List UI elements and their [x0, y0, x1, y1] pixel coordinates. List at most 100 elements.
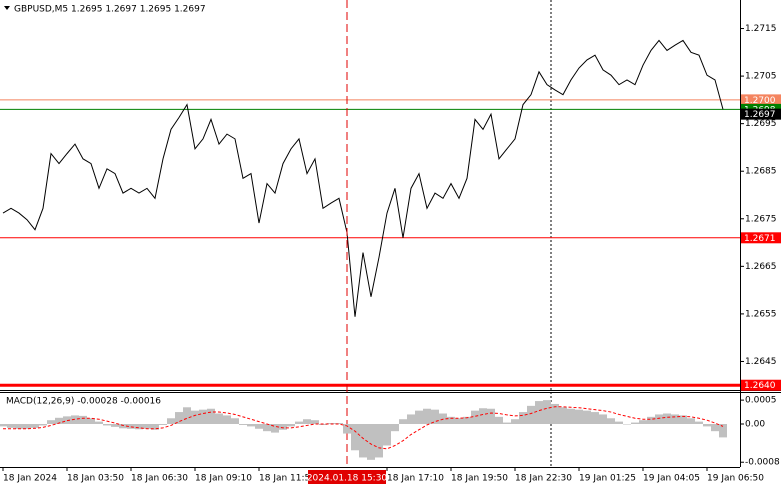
macd-bar: [191, 410, 199, 425]
macd-bar: [695, 421, 703, 425]
y-tick-label: 1.2645: [745, 357, 777, 367]
macd-bar: [511, 419, 519, 425]
macd-bar: [7, 424, 15, 428]
y-tick-label: 1.2695: [745, 119, 777, 129]
macd-bar: [543, 400, 551, 425]
macd-bar: [495, 416, 503, 425]
y-tick-label: 0.00: [745, 420, 765, 430]
macd-bar: [119, 424, 127, 429]
macd-bar: [359, 424, 367, 458]
x-tick-label: 19 Jan 04:05: [643, 474, 700, 484]
macd-bar: [287, 424, 295, 427]
macd-bar: [151, 424, 159, 430]
price-line: [2, 39, 724, 317]
macd-bar: [199, 409, 207, 425]
macd-bar: [15, 424, 23, 429]
macd-bar: [0, 424, 7, 427]
level-label-box: [741, 94, 781, 106]
macd-bar: [559, 407, 567, 425]
macd-bar: [471, 410, 479, 425]
macd-bar: [311, 420, 319, 425]
macd-bar: [599, 414, 607, 425]
macd-bar: [87, 418, 95, 425]
macd-bar: [239, 424, 247, 425]
macd-bar: [623, 424, 631, 425]
x-tick-label: 19 Jan 01:25: [579, 474, 636, 484]
macd-bar: [55, 417, 63, 425]
macd-bar: [39, 424, 47, 426]
level-label: 1.2697: [744, 110, 776, 120]
chart-title: GBPUSD,M5 1.2695 1.2697 1.2695 1.2697: [14, 5, 206, 15]
macd-bar: [95, 421, 103, 425]
macd-bar: [47, 420, 55, 425]
macd-bar: [663, 413, 671, 425]
macd-bar: [575, 409, 583, 425]
macd-bar: [455, 418, 463, 425]
macd-bar: [391, 424, 399, 432]
y-tick-label: 1.2675: [745, 214, 777, 224]
macd-bar: [423, 408, 431, 425]
macd-bar: [607, 418, 615, 425]
macd-bar: [207, 408, 215, 425]
macd-bar: [223, 415, 231, 425]
macd-bar: [295, 421, 303, 425]
macd-bar: [671, 414, 679, 425]
macd-bar: [367, 424, 375, 460]
macd-bar: [31, 424, 39, 428]
macd-bar: [167, 418, 175, 425]
macd-bar: [263, 424, 271, 432]
macd-bar: [247, 424, 255, 427]
macd-bar: [703, 424, 711, 427]
x-tick-label: 18 Jan 06:30: [131, 474, 188, 484]
macd-bar: [135, 424, 143, 430]
x-tick-label: 18 Jan 2024: [3, 474, 57, 484]
level-label-box: [741, 379, 781, 391]
macd-bar: [231, 418, 239, 425]
signal-line: [3, 406, 724, 450]
macd-bar: [143, 424, 151, 429]
macd-bar: [399, 419, 407, 425]
macd-bar: [255, 424, 263, 429]
macd-bar: [591, 412, 599, 425]
macd-bar: [303, 419, 311, 425]
y-tick-label: -0.0008: [745, 458, 780, 468]
x-tick-label: 18 Jan 22:30: [515, 474, 572, 484]
macd-bar: [447, 416, 455, 425]
macd-bar: [215, 413, 223, 425]
level-label-box: [741, 108, 781, 120]
macd-title: MACD(12,26,9) -0.00028 -0.00016: [6, 397, 161, 407]
macd-bar: [479, 408, 487, 425]
macd-bar: [519, 412, 527, 425]
macd-bar: [375, 424, 383, 458]
y-tick-label: 1.2715: [745, 24, 777, 34]
macd-bar: [159, 424, 167, 425]
y-tick-label: 1.2655: [745, 309, 777, 319]
x-tick-label: 18 Jan 03:50: [67, 474, 124, 484]
crosshair-label-box: [308, 470, 386, 484]
y-tick-label: 1.2705: [745, 72, 777, 82]
macd-bar: [503, 422, 511, 425]
macd-bar: [175, 412, 183, 425]
level-label-box: [741, 232, 781, 244]
x-tick-label: 19 Jan 06:50: [707, 474, 764, 484]
y-tick-label: 1.2685: [745, 167, 777, 177]
x-tick-label: 18 Jan 17:10: [387, 474, 444, 484]
x-tick-label: 18 Jan 19:50: [451, 474, 508, 484]
macd-bar: [111, 424, 119, 427]
macd-bar: [655, 414, 663, 425]
macd-bar: [79, 415, 87, 425]
macd-bar: [487, 408, 495, 425]
macd-bar: [71, 415, 79, 425]
macd-bar: [639, 420, 647, 425]
x-tick-label: 18 Jan 11:50: [259, 474, 316, 484]
macd-bar: [527, 405, 535, 425]
macd-bar: [567, 408, 575, 425]
macd-bar: [679, 415, 687, 425]
macd-bar: [431, 409, 439, 425]
macd-bar: [23, 424, 31, 429]
macd-bar: [279, 424, 287, 430]
y-tick-label: 1.2665: [745, 262, 777, 272]
macd-bar: [415, 410, 423, 425]
macd-bar: [271, 424, 279, 433]
